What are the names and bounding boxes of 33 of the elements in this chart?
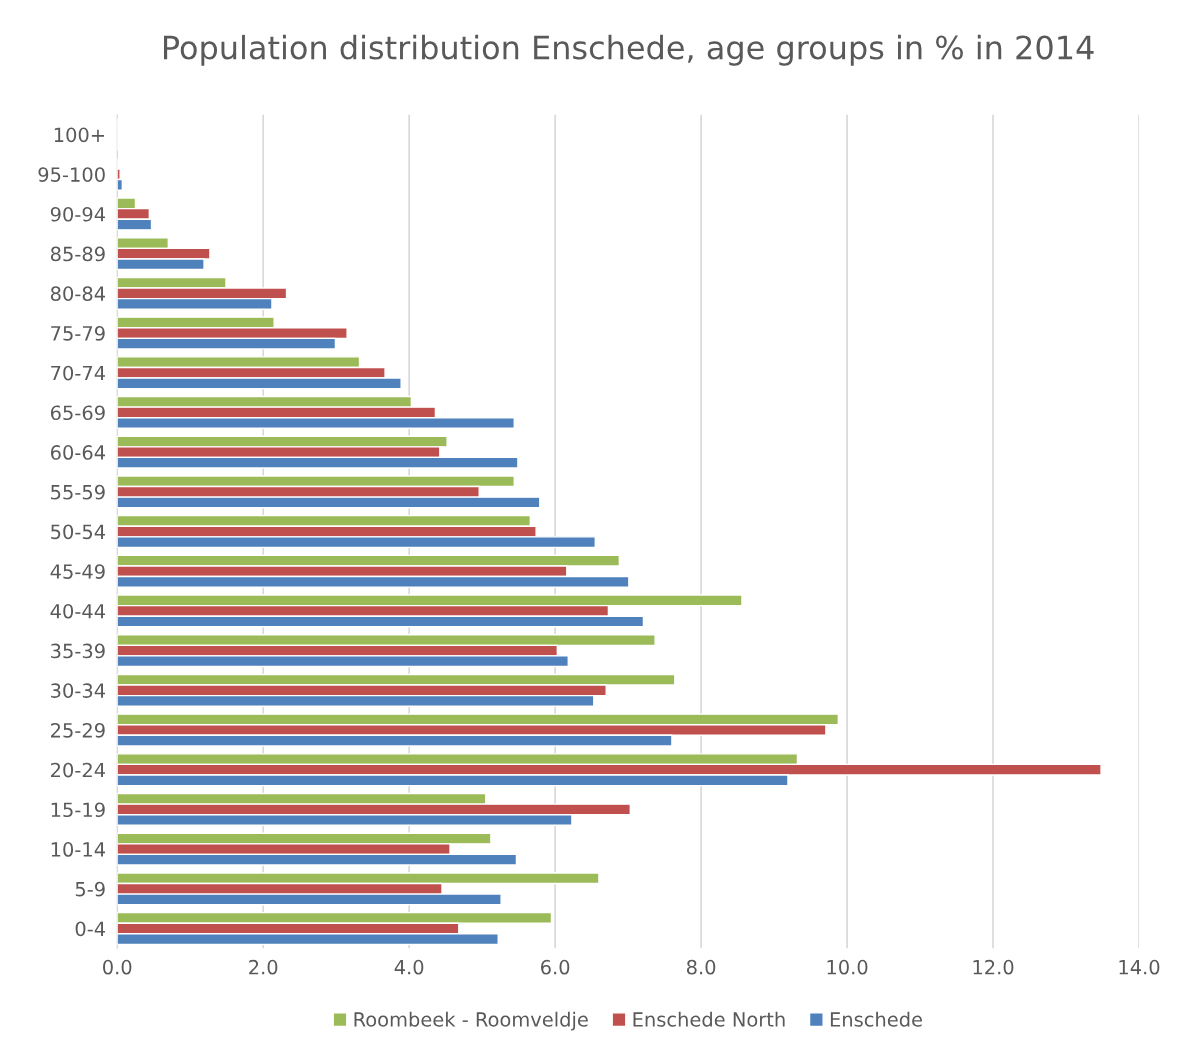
y-tick-label: 60-64 <box>50 445 106 460</box>
y-tick-label: 85-89 <box>50 246 105 262</box>
y-tick-label: 25-29 <box>51 722 105 738</box>
y-tick-label: 70-74 <box>51 365 106 381</box>
y-tick-label: 0-4 <box>75 921 106 937</box>
y-tick-label: 20-24 <box>51 762 106 778</box>
x-tick-label: 0.0 <box>103 959 132 975</box>
y-tick-label: 90-94 <box>50 206 106 222</box>
x-tick-label: 4.0 <box>394 959 424 975</box>
y-tick-label: 75-79 <box>51 325 105 341</box>
y-tick-label: 30-34 <box>51 683 106 698</box>
x-tick-label: 2.0 <box>249 959 278 975</box>
y-tick-label: 45-49 <box>50 564 105 579</box>
x-tick-label: 12.0 <box>973 959 1014 975</box>
y-tick-label: 40-44 <box>50 603 106 619</box>
legend-label: Enschede North <box>633 1011 785 1027</box>
legend-label: Roombeek - Roomveldje <box>354 1011 588 1031</box>
y-tick-label: 80-84 <box>50 286 106 301</box>
y-tick-label: 50-54 <box>51 524 106 540</box>
chart-title: Population distribution Enschede, age groups in % in 2014 <box>164 34 1094 66</box>
y-tick-label: 35-39 <box>51 643 105 659</box>
x-tick-label: 8.0 <box>686 959 716 975</box>
y-tick-label: 5-9 <box>75 881 105 897</box>
x-tick-label: 10.0 <box>827 959 868 975</box>
x-tick-label: 14.0 <box>1119 959 1160 975</box>
y-tick-label: 10-14 <box>51 842 106 857</box>
y-tick-label: 95-100 <box>38 167 105 182</box>
y-tick-label: 55-59 <box>51 484 105 500</box>
legend-label: Enschede <box>830 1011 922 1027</box>
y-tick-label: 100+ <box>54 127 105 143</box>
y-tick-label: 15-19 <box>51 802 105 818</box>
x-tick-label: 6.0 <box>541 959 570 975</box>
y-tick-label: 65-69 <box>50 405 105 421</box>
